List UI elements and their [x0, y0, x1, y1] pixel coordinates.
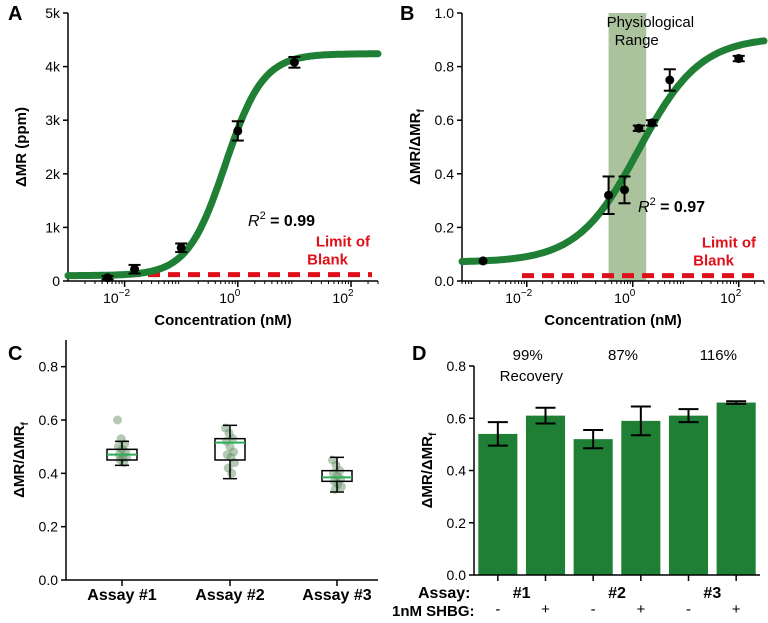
band-label-line1: Physiological: [607, 14, 695, 31]
shbg-row-label: 1nM SHBG:: [392, 603, 475, 620]
assay-group-label-3: #3: [703, 585, 721, 602]
fit-curve: [64, 50, 382, 280]
shbg-sign-5: -: [686, 601, 691, 618]
box-2-point: [227, 468, 237, 478]
x-tick-label: 102: [332, 288, 354, 306]
x-axis-label: Concentration (nM): [154, 312, 291, 329]
data-point-5: [647, 118, 657, 128]
x-tick-label: 10−2: [103, 288, 130, 306]
r-squared-label: R2 = 0.99: [248, 210, 315, 230]
bar-3: [573, 439, 613, 575]
shbg-sign-1: -: [495, 601, 500, 618]
y-tick-label: 3k: [45, 112, 61, 128]
box-3-point: [331, 460, 341, 470]
panel-letter-a: A: [8, 3, 22, 25]
data-point-6: [665, 75, 675, 85]
box-3-point: [337, 482, 346, 492]
panel-d-chart: 0.0 0.2 0.4 0.6 0.8 ΔMR/ΔMRf - + - + - + Assay:1nM S…: [392, 347, 760, 620]
data-point-4: [634, 123, 644, 133]
y-axis-label: ΔMR/ΔMRf: [419, 432, 439, 508]
x-tick-label: 100: [219, 288, 241, 306]
assay-row-label: Assay:: [418, 585, 470, 602]
recovery-percent-3: 116%: [700, 347, 737, 364]
panel-a-chart: 0 1k 2k 3k 4k 5k 10−2 100 102 Concentration (nM) Δ…: [13, 5, 382, 329]
y-tick-label: 0.6: [435, 112, 455, 128]
y-tick-label: 0.4: [39, 465, 59, 481]
y-tick-label: 0.0: [447, 567, 467, 583]
y-tick-label: 0.2: [39, 519, 59, 535]
box-2-iqr: [214, 437, 246, 461]
x-tick-label: 102: [720, 288, 742, 306]
assay-group-label-1: #1: [513, 585, 531, 602]
y-tick-label: 0: [52, 273, 60, 289]
band-label-line2: Range: [615, 32, 659, 49]
recovery-percent-1: 99%: [513, 347, 543, 364]
assay-group-label-2: #2: [608, 585, 626, 602]
y-axis-label: ΔMR/ΔMRf: [407, 108, 427, 184]
box-2-point: [225, 442, 235, 452]
x-axis-label: Concentration (nM): [544, 312, 681, 329]
y-tick-label: 2k: [45, 166, 61, 182]
bar-2: [525, 415, 566, 575]
panel-letter-b: B: [400, 3, 414, 25]
y-axis-label: ΔMR/ΔMRf: [11, 421, 31, 497]
y-axis-label: ΔMR (ppm): [13, 107, 30, 187]
panel-letter-d: D: [412, 343, 426, 365]
y-tick-label: 1.0: [435, 5, 455, 21]
y-tick-label: 0.0: [39, 572, 59, 588]
y-tick-label: 0.2: [435, 219, 455, 235]
y-tick-label: 0.6: [447, 410, 467, 426]
panel-letter-c: C: [8, 343, 22, 365]
data-point-7: [734, 54, 744, 64]
data-point-3: [176, 243, 186, 253]
y-tick-label: 4k: [45, 59, 61, 75]
panel-c-chart: 0.0 0.2 0.4 0.6 0.8 ΔMR/ΔMRf Assay #1 Assay #2 A…: [11, 340, 378, 604]
bar-5: [668, 415, 709, 575]
data-point-4: [233, 126, 243, 136]
y-tick-label: 0.8: [447, 358, 467, 374]
y-tick-label: 0.8: [435, 59, 455, 75]
limit-of-blank-label-line1: Limit of: [702, 235, 757, 252]
shbg-sign-3: -: [591, 601, 596, 618]
shbg-sign-2: +: [541, 601, 550, 618]
y-tick-label: 5k: [45, 5, 61, 21]
box-2-point: [229, 447, 239, 457]
bar-6: [716, 402, 756, 575]
data-point-2: [604, 190, 614, 200]
y-tick-label: 0.6: [39, 412, 59, 428]
shbg-sign-4: +: [636, 601, 645, 618]
box-1-point: [113, 415, 122, 425]
x-tick-label: 100: [614, 288, 636, 306]
data-point-3: [620, 185, 630, 195]
y-tick-label: 0.2: [447, 515, 467, 531]
data-point-1: [103, 273, 113, 283]
box-2-point: [224, 428, 234, 438]
y-tick-label: 0.0: [435, 273, 455, 289]
data-point-1: [478, 256, 488, 266]
r-squared-label: R2 = 0.97: [638, 196, 705, 216]
data-point-5: [289, 57, 299, 67]
recovery-percent-2: 87%: [608, 347, 638, 364]
recovery-label: Recovery: [500, 368, 564, 385]
box-3-iqr: [321, 469, 353, 483]
fit-curve: [458, 37, 768, 265]
y-tick-label: 1k: [45, 219, 61, 235]
limit-of-blank-label-line2: Blank: [307, 252, 349, 269]
limit-of-blank-label-line1: Limit of: [316, 234, 371, 251]
y-tick-label: 0.4: [447, 463, 467, 479]
x-tick-label: 10−2: [505, 288, 532, 306]
shbg-sign-6: +: [732, 601, 741, 618]
x-category-label: Assay #2: [195, 587, 264, 604]
box-2-point: [222, 450, 232, 460]
bar-1: [478, 433, 518, 575]
limit-of-blank-label-line2: Blank: [693, 253, 735, 270]
data-point-2: [130, 264, 140, 274]
x-category-label: Assay #3: [302, 587, 371, 604]
x-category-label: Assay #1: [87, 587, 156, 604]
y-tick-label: 0.4: [435, 166, 455, 182]
y-tick-label: 0.8: [39, 359, 59, 375]
bar-4: [621, 420, 661, 575]
